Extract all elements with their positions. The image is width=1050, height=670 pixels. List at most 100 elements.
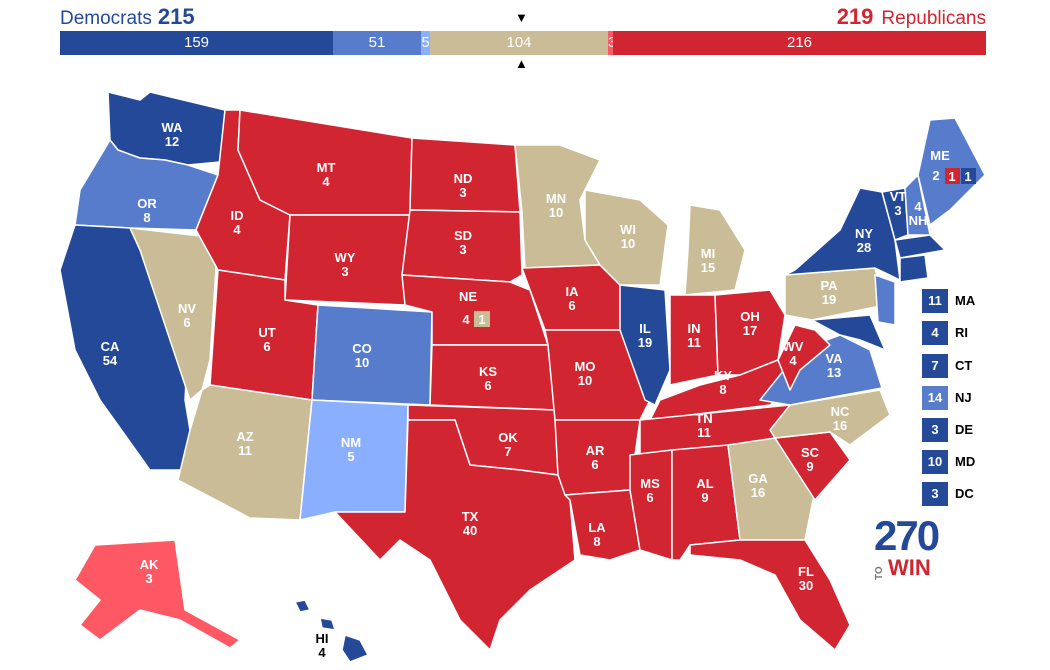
state-HI-big[interactable] [341, 634, 369, 663]
logo-number: 270 [874, 512, 940, 559]
votes-OH: 17 [743, 323, 757, 338]
votes-NC: 16 [833, 418, 847, 433]
state-WV[interactable] [777, 324, 831, 391]
label-GA: GA [748, 471, 768, 486]
label-ND: ND [454, 171, 473, 186]
small-state-box-NJ[interactable]: 14 [922, 386, 948, 410]
state-NY[interactable] [784, 187, 901, 281]
votes-IL: 19 [638, 335, 652, 350]
small-state-label-RI: RI [955, 325, 968, 340]
votes-OR: 8 [143, 210, 150, 225]
state-WI[interactable] [584, 189, 669, 286]
small-state-box-MA[interactable]: 11 [922, 289, 948, 313]
label-AZ: AZ [236, 429, 253, 444]
label-NV: NV [178, 301, 196, 316]
label-TN: TN [695, 411, 712, 426]
label-SD: SD [454, 228, 472, 243]
small-state-box-RI[interactable]: 4 [922, 321, 948, 345]
bar-segment-lean-rep[interactable]: 3 [608, 31, 613, 55]
small-state-label-DC: DC [955, 486, 974, 501]
label-KY: KY [714, 368, 732, 383]
state-CT[interactable] [899, 254, 929, 283]
republicans-label: Republicans [881, 8, 986, 29]
votes-SD: 3 [459, 242, 466, 257]
label-WA: WA [162, 120, 184, 135]
state-SD[interactable] [401, 209, 523, 283]
votes-SC: 9 [806, 459, 813, 474]
small-state-box-DC[interactable]: 3 [922, 482, 948, 506]
label-UT: UT [258, 325, 275, 340]
state-MD[interactable] [811, 314, 886, 351]
votes-IN: 11 [687, 335, 701, 350]
label-WY: WY [335, 250, 356, 265]
label-NC: NC [831, 404, 850, 419]
down-triangle-icon: ▼ [515, 10, 528, 25]
votes-WY: 3 [341, 264, 348, 279]
label-NY: NY [855, 226, 873, 241]
votes-KY: 8 [719, 382, 726, 397]
me-split-box-2[interactable] [961, 168, 976, 184]
label-AL: AL [696, 476, 713, 491]
small-state-label-CT: CT [955, 358, 973, 373]
label-OR: OR [137, 196, 157, 211]
republicans-total: 219 [836, 4, 874, 29]
label-KS: KS [479, 364, 497, 379]
votes-WA: 12 [165, 134, 179, 149]
votes-MT: 4 [322, 174, 330, 189]
bar-segment-safe-rep[interactable]: 216 [613, 31, 986, 55]
state-HI[interactable] [294, 599, 311, 613]
state-HI-maui[interactable] [319, 617, 336, 631]
votes-NE-split: 1 [478, 312, 485, 327]
state-MA[interactable] [894, 234, 946, 259]
small-state-box-DE[interactable]: 3 [922, 418, 948, 442]
label-WV: WV [783, 339, 804, 354]
state-CO[interactable] [311, 304, 433, 406]
state-NJ[interactable] [874, 274, 896, 326]
label-MO: MO [575, 359, 596, 374]
state-MS[interactable] [629, 449, 673, 561]
label-CO: CO [352, 341, 372, 356]
small-state-box-CT[interactable]: 7 [922, 354, 948, 378]
votes-AK: 3 [145, 571, 152, 586]
logo-to: TO [874, 566, 885, 580]
state-TX[interactable] [334, 419, 576, 651]
votes-VA: 13 [827, 365, 841, 380]
votes-OK: 7 [504, 444, 511, 459]
bar-segment-safe-dem[interactable]: 159 [60, 31, 333, 55]
270towin-logo[interactable]: 270 TO WIN [874, 512, 946, 582]
votes-MI: 15 [701, 260, 715, 275]
label-NH: NH [909, 213, 928, 228]
label-CA: CA [101, 339, 120, 354]
votes-NH: 4 [914, 199, 922, 214]
votes-WV: 4 [789, 353, 797, 368]
state-FL[interactable] [689, 539, 851, 651]
state-AK[interactable] [74, 539, 241, 649]
label-AR: AR [586, 443, 605, 458]
label-PA: PA [820, 278, 838, 293]
label-IL: IL [639, 321, 651, 336]
votes-MN: 10 [549, 205, 563, 220]
bar-segment-tossup[interactable]: 104 [430, 31, 608, 55]
votes-GA: 16 [751, 485, 765, 500]
votes-CA: 54 [103, 353, 118, 368]
votes-WI: 10 [621, 236, 635, 251]
votes-NM: 5 [347, 449, 354, 464]
votes-ID: 4 [233, 222, 241, 237]
bar-segment-lean-dem[interactable]: 5 [421, 31, 430, 55]
bar-segment-likely-dem[interactable]: 51 [333, 31, 421, 55]
label-NE: NE [459, 289, 477, 304]
me-split-box-1[interactable] [945, 168, 960, 184]
votes-ME-split2: 1 [964, 169, 971, 184]
votes-UT: 6 [263, 339, 270, 354]
state-MI[interactable] [684, 204, 746, 296]
label-TX: TX [462, 509, 479, 524]
label-AK: AK [140, 557, 159, 572]
label-ID: ID [231, 208, 244, 223]
votes-LA: 8 [593, 534, 600, 549]
state-IL[interactable] [619, 284, 671, 406]
label-LA: LA [588, 520, 606, 535]
ne-split-box[interactable] [474, 311, 490, 327]
small-state-label-MA: MA [955, 293, 976, 308]
votes-NV: 6 [183, 315, 190, 330]
small-state-box-MD[interactable]: 10 [922, 450, 948, 474]
